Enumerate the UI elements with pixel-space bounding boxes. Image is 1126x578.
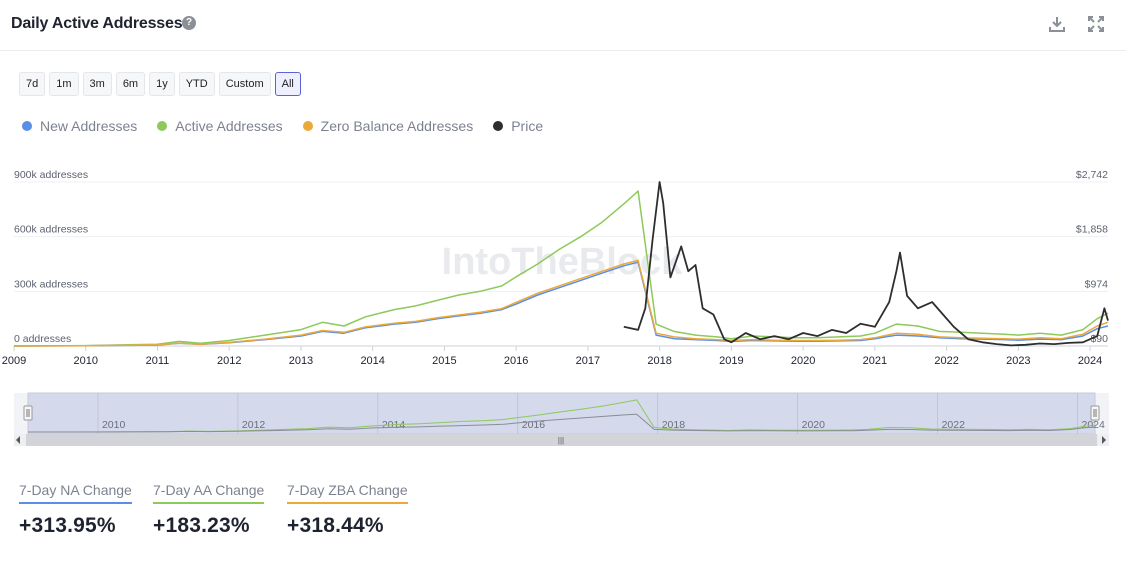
legend-item[interactable]: New Addresses: [22, 118, 137, 134]
chart-header: Daily Active Addresses ?: [0, 0, 1126, 51]
navigator-year-label: 2018: [662, 419, 686, 431]
legend-item[interactable]: Price: [493, 118, 543, 134]
navigator-selection[interactable]: [27, 392, 1096, 435]
navigator-year-label: 2010: [102, 419, 126, 431]
scroll-right-arrow-icon[interactable]: [1102, 436, 1106, 444]
series-lines: [13, 181, 1109, 347]
question-circle-icon[interactable]: ?: [182, 16, 196, 30]
legend-label: Active Addresses: [175, 118, 283, 134]
x-tick-label: 2023: [1006, 355, 1030, 367]
x-tick-label: 2015: [432, 355, 456, 367]
x-tick-label: 2012: [217, 355, 241, 367]
x-tick-label: 2016: [504, 355, 528, 367]
grid-lines: [14, 181, 1108, 347]
scrollbar-thumb[interactable]: [26, 434, 1097, 446]
stat-value: +313.95%: [19, 514, 116, 537]
x-axis-labels: 2009 2010 2011 2012 2013 2014 2015 2016 2017 2018…: [2, 346, 1102, 367]
y-right-tick-label: $1,858: [1076, 224, 1108, 236]
legend-label: Zero Balance Addresses: [320, 118, 474, 134]
range-button[interactable]: All: [274, 72, 301, 96]
range-button[interactable]: 1m: [49, 72, 79, 96]
y-left-tick-label: 0 addresses: [14, 333, 71, 345]
y-left-tick-label: 600k addresses: [14, 224, 88, 236]
stat-card: 7-Day NA Change +313.95%: [19, 482, 138, 538]
scrollbar-grip: |||: [558, 436, 564, 445]
x-tick-label: 2011: [146, 355, 170, 367]
legend-item[interactable]: Active Addresses: [157, 118, 283, 134]
range-button[interactable]: 7d: [19, 72, 46, 96]
range-button[interactable]: YTD: [178, 72, 215, 96]
y-right-tick-label: $2,742: [1076, 169, 1108, 181]
left-axis-labels: 0 addresses 300k addresses 600k addresses 9…: [14, 169, 88, 345]
y-right-tick-label: $974: [1085, 278, 1109, 290]
right-axis-labels: $90 $974 $1,858 $2,742: [1076, 169, 1108, 345]
stat-card: 7-Day ZBA Change +318.44%: [287, 482, 408, 538]
x-tick-label: 2010: [73, 355, 97, 367]
stat-label: 7-Day AA Change: [153, 482, 265, 504]
x-tick-label: 2014: [360, 355, 384, 367]
range-button[interactable]: 3m: [82, 72, 112, 96]
x-tick-label: 2024: [1078, 355, 1102, 367]
expand-icon[interactable]: [1086, 14, 1106, 34]
legend-dot: [157, 121, 168, 131]
x-tick-label: 2018: [647, 355, 671, 367]
legend-dot: [22, 121, 32, 131]
navigator-year-label: 2020: [802, 419, 826, 431]
change-stats: 7-Day NA Change +313.95% 7-Day AA Change +1…: [19, 482, 408, 538]
x-tick-label: 2021: [863, 355, 887, 367]
navigator-year-label: 2022: [942, 419, 966, 431]
series-line: [623, 181, 1109, 347]
legend-dot: [302, 121, 313, 131]
x-tick-label: 2020: [791, 355, 815, 367]
navigator-year-label: 2012: [242, 419, 266, 431]
x-tick-label: 2022: [934, 355, 958, 367]
x-tick-label: 2013: [289, 355, 313, 367]
legend-label: Price: [511, 118, 544, 134]
time-range-selector: 7d 1m 3m 6m 1y YTD Custom All: [19, 72, 301, 96]
range-button[interactable]: 6m: [115, 72, 146, 96]
legend-label: New Addresses: [40, 118, 138, 134]
legend-dot: [493, 121, 504, 131]
x-tick-label: 2009: [2, 355, 26, 367]
stat-value: +183.23%: [153, 514, 250, 537]
legend-item[interactable]: Zero Balance Addresses: [302, 118, 474, 134]
chart-legend: New Addresses Active Addresses Zero Balanc…: [22, 118, 563, 134]
page-title: Daily Active Addresses: [11, 15, 183, 32]
stat-label: 7-Day NA Change: [19, 482, 132, 504]
range-button[interactable]: Custom: [218, 72, 271, 96]
x-tick-label: 2017: [576, 355, 600, 367]
stat-card: 7-Day AA Change +183.23%: [153, 482, 272, 538]
range-button[interactable]: 1y: [149, 72, 175, 96]
download-icon[interactable]: [1047, 14, 1067, 34]
navigator-left-handle[interactable]: [23, 405, 33, 421]
stat-label: 7-Day ZBA Change: [287, 482, 408, 504]
navigator-line: [27, 399, 1096, 433]
navigator-line: [28, 413, 1096, 433]
y-left-tick-label: 900k addresses: [14, 169, 88, 181]
stat-value: +318.44%: [287, 514, 384, 537]
navigator-series: [27, 399, 1096, 433]
series-line: [13, 259, 1109, 347]
x-tick-label: 2019: [719, 355, 743, 367]
y-left-tick-label: 300k addresses: [14, 278, 88, 290]
navigator-right-handle[interactable]: [1090, 405, 1100, 421]
scroll-left-arrow-icon[interactable]: [16, 436, 20, 444]
y-right-tick-label: $90: [1090, 333, 1108, 345]
